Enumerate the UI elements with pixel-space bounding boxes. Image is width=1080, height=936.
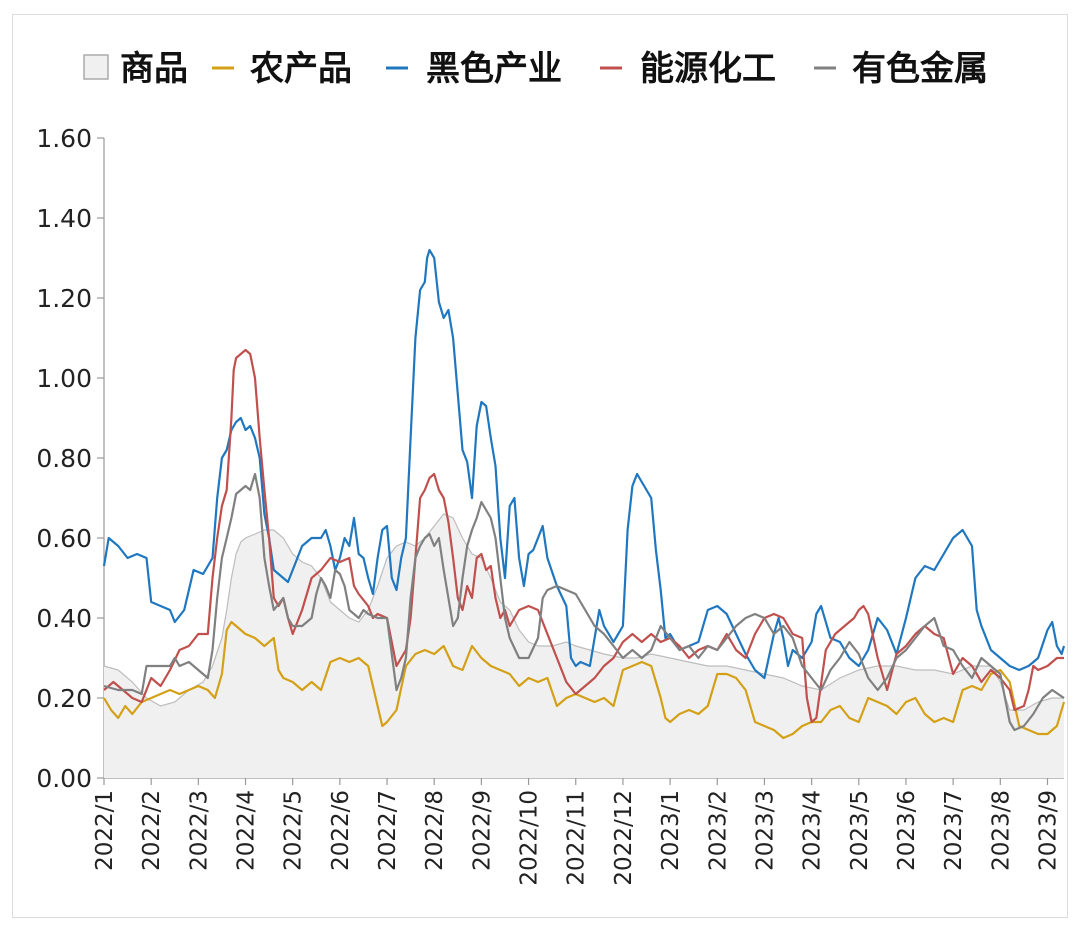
x-tick-label: 2022/11 — [564, 790, 590, 886]
y-tick-label: 0.60 — [36, 524, 92, 553]
series-line-4 — [103, 472, 1065, 732]
x-tick-label: 2023/5 — [847, 790, 873, 871]
y-tick-label: 0.80 — [36, 444, 92, 473]
y-tick-label: 1.40 — [36, 204, 92, 233]
legend-item: 农产品 — [212, 49, 352, 89]
y-tick-label: 0.40 — [36, 604, 92, 633]
y-tick-label: 1.00 — [36, 364, 92, 393]
y-tick-label: 0.20 — [36, 684, 92, 713]
x-tick-label: 2022/3 — [186, 790, 212, 871]
x-tick-label: 2023/7 — [941, 790, 967, 871]
y-tick-label: 1.60 — [36, 124, 92, 153]
legend-label: 有色金属 — [852, 49, 988, 89]
x-tick-label: 2023/8 — [988, 790, 1014, 871]
series-area-commodity — [104, 514, 1064, 778]
legend-label: 黑色产业 — [426, 49, 562, 89]
series-line-1 — [103, 620, 1066, 740]
legend: 商品 农产品 黑色产业 能源化工 有色金属 — [83, 49, 988, 89]
y-axis: 0.00 0.20 0.40 0.60 0.80 1.00 1.20 1.40 1.60 — [36, 124, 105, 793]
legend-label: 能源化工 — [640, 49, 776, 89]
plot-area — [102, 248, 1066, 778]
y-tick-label: 0.00 — [36, 764, 92, 793]
x-tick-label: 2022/12 — [611, 790, 637, 886]
x-tick-label: 2022/10 — [517, 790, 543, 886]
x-tick-label: 2022/7 — [375, 790, 401, 871]
legend-item: 能源化工 — [600, 49, 776, 89]
x-tick-label: 2023/3 — [752, 790, 778, 871]
x-tick-label: 2023/6 — [894, 790, 920, 871]
x-tick-label: 2023/2 — [705, 790, 731, 871]
legend-item: 商品 — [83, 49, 188, 89]
x-tick-label: 2023/1 — [658, 790, 684, 871]
legend-swatch — [83, 54, 109, 80]
x-tick-label: 2022/6 — [328, 790, 354, 871]
x-tick-label: 2023/4 — [800, 790, 826, 871]
x-axis: 2022/1 2022/2 2022/3 2022/4 2022/5 2022/6 2022… — [92, 777, 1064, 886]
legend-item: 黑色产业 — [386, 49, 562, 89]
x-tick-label: 2022/2 — [139, 790, 165, 871]
legend-item: 有色金属 — [814, 49, 988, 89]
x-tick-label: 2022/4 — [234, 790, 260, 871]
y-tick-label: 1.20 — [36, 284, 92, 313]
legend-label: 商品 — [120, 49, 188, 89]
x-tick-label: 2022/8 — [422, 790, 448, 871]
legend-label: 农产品 — [250, 49, 352, 89]
series-line-commodity — [103, 513, 1064, 711]
x-tick-label: 2022/9 — [469, 790, 495, 871]
x-tick-label: 2023/9 — [1035, 790, 1061, 871]
x-tick-label: 2022/1 — [92, 790, 118, 871]
x-tick-label: 2022/5 — [281, 790, 307, 871]
